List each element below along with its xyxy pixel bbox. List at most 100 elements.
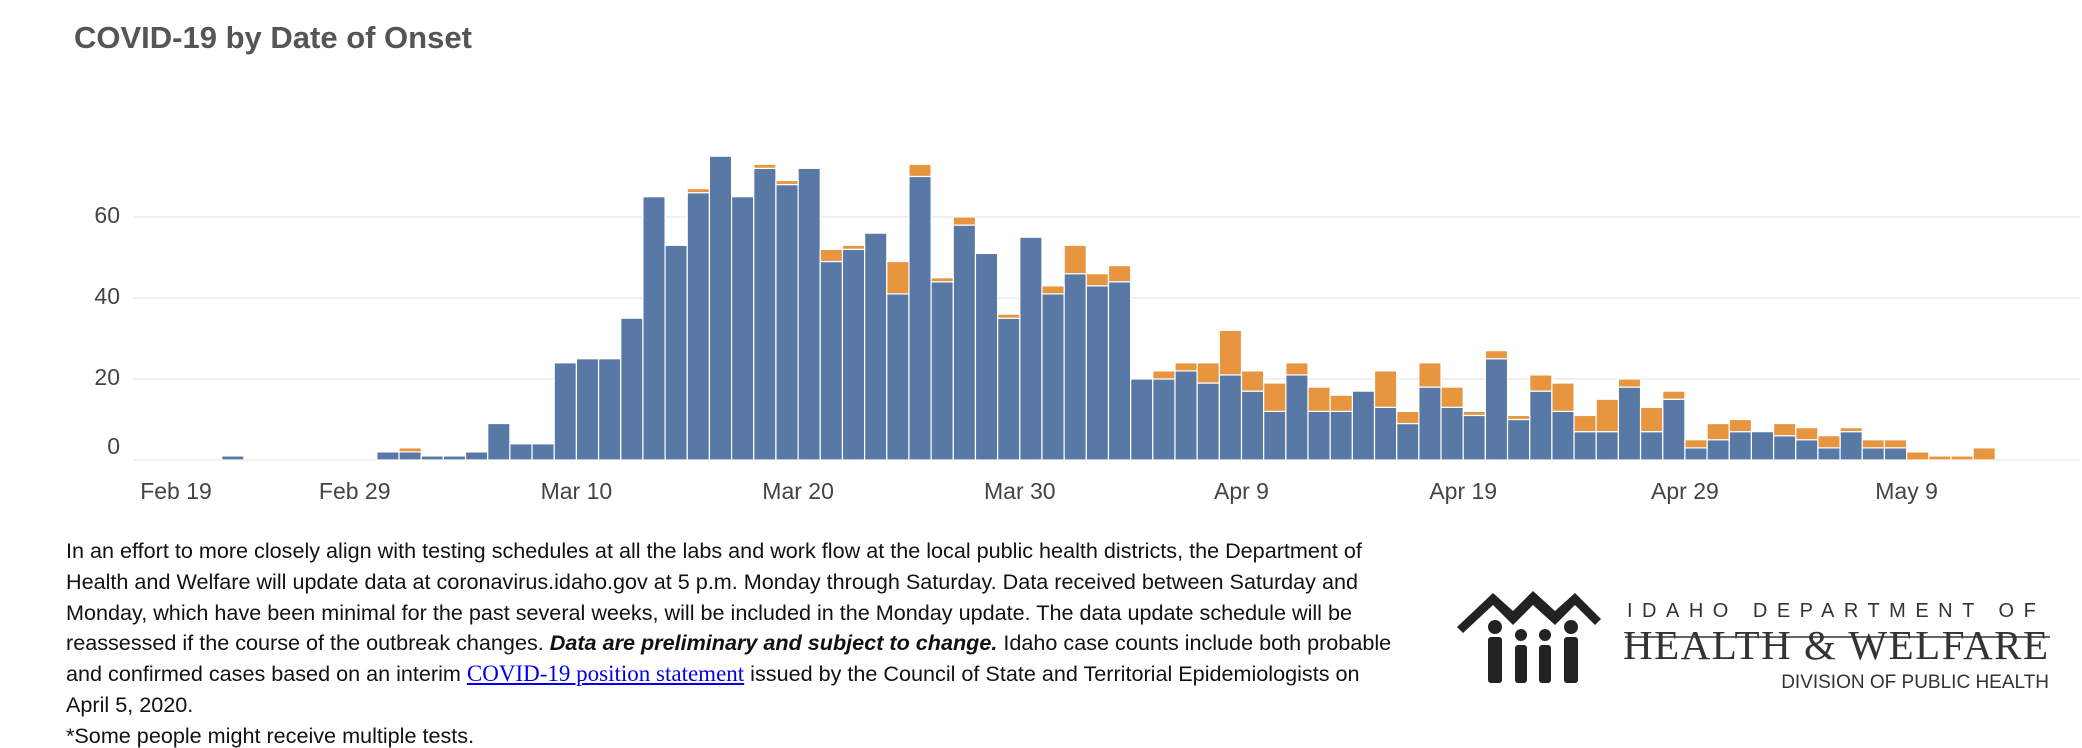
bar — [1107, 264, 1132, 283]
bar — [1307, 386, 1331, 412]
bar — [1063, 244, 1087, 275]
bar — [1839, 431, 1863, 461]
bar — [1506, 418, 1531, 461]
bar — [997, 313, 1021, 319]
x-tick-label: Mar 30 — [984, 478, 1056, 504]
bar — [1905, 451, 1930, 461]
bar — [841, 248, 866, 461]
notice-text: In an effort to more closely align with … — [66, 538, 1362, 656]
bar — [1706, 422, 1730, 441]
bar — [1883, 447, 1908, 461]
bar — [1440, 386, 1464, 408]
y-tick-label: 40 — [94, 283, 120, 309]
x-tick-label: May 9 — [1875, 478, 1938, 504]
bar — [398, 451, 422, 461]
bar — [1130, 378, 1154, 461]
bar — [1839, 426, 1863, 433]
x-tick-label: Mar 20 — [762, 478, 834, 504]
logo-line-1: IDAHO DEPARTMENT OF — [1627, 600, 2045, 622]
bar — [886, 260, 910, 295]
bar — [730, 196, 755, 461]
bar — [1484, 358, 1509, 461]
bar — [1529, 390, 1553, 461]
x-tick-label: Mar 10 — [541, 478, 613, 504]
bar — [886, 293, 910, 461]
bar — [1218, 374, 1243, 461]
bar — [775, 183, 799, 461]
bar — [1152, 370, 1176, 380]
bar — [1817, 447, 1841, 461]
footnote: *Some people might receive multiple test… — [66, 722, 475, 748]
bar — [1240, 390, 1265, 461]
bar — [531, 443, 555, 461]
bar — [1617, 386, 1642, 461]
bar — [1307, 410, 1331, 461]
bar — [686, 188, 711, 194]
bar — [1462, 414, 1486, 461]
y-tick-label: 60 — [94, 202, 120, 228]
bar — [1617, 378, 1642, 388]
bar — [221, 455, 245, 461]
bar — [1750, 431, 1775, 461]
bar — [708, 155, 733, 461]
bar — [753, 163, 777, 169]
notice: In an effort to more closely align with … — [66, 536, 1406, 748]
bar — [1107, 281, 1132, 461]
bar — [1152, 378, 1176, 461]
x-tick-label: Feb 19 — [140, 478, 212, 504]
bar — [1085, 273, 1110, 287]
bar — [1728, 431, 1753, 461]
x-tick-label: Feb 29 — [319, 478, 391, 504]
bar — [797, 167, 821, 461]
bar — [1595, 431, 1619, 461]
bar — [1551, 382, 1575, 412]
bar — [1285, 362, 1309, 376]
chart-title: COVID-19 by Date of Onset — [74, 20, 472, 55]
bar — [1041, 293, 1065, 461]
bar — [1639, 431, 1664, 461]
bar — [1861, 447, 1886, 461]
bar — [1196, 362, 1220, 384]
bar — [1285, 374, 1309, 461]
bar — [1772, 422, 1797, 437]
bar — [553, 362, 577, 461]
bar — [1595, 398, 1619, 433]
bar — [1484, 350, 1509, 360]
bar — [1573, 414, 1597, 433]
bar — [819, 248, 844, 263]
bar — [1728, 418, 1753, 433]
bar — [1351, 390, 1376, 461]
bar — [930, 277, 954, 283]
bar — [1396, 422, 1420, 461]
bar — [1706, 439, 1730, 461]
bar — [1373, 370, 1398, 408]
bar — [1883, 439, 1908, 449]
bar — [1418, 386, 1442, 461]
bar — [1573, 431, 1597, 461]
position-statement-link[interactable]: COVID-19 position statement — [466, 661, 745, 687]
bar — [1329, 394, 1353, 412]
bar — [1662, 398, 1686, 461]
bar — [664, 244, 688, 461]
logo: IDAHO DEPARTMENT OF HEALTH & WELFARE DIV… — [1457, 591, 2050, 693]
bar — [974, 252, 999, 461]
logo-icon — [1457, 591, 1601, 683]
bar — [952, 216, 977, 226]
bar — [597, 358, 622, 461]
bar — [1373, 406, 1398, 461]
bar — [1174, 370, 1198, 461]
bar — [864, 232, 888, 461]
y-tick-label: 20 — [94, 364, 120, 390]
bar — [509, 443, 533, 461]
x-tick-label: Apr 29 — [1651, 478, 1719, 504]
x-tick-label: Apr 19 — [1429, 478, 1497, 504]
bar — [908, 163, 932, 178]
bar — [1462, 410, 1486, 417]
bar — [1396, 410, 1420, 425]
bar — [442, 455, 467, 461]
bar — [464, 451, 489, 461]
y-tick-label: 0 — [107, 433, 120, 459]
bar — [1506, 414, 1531, 421]
bar — [1240, 370, 1265, 392]
